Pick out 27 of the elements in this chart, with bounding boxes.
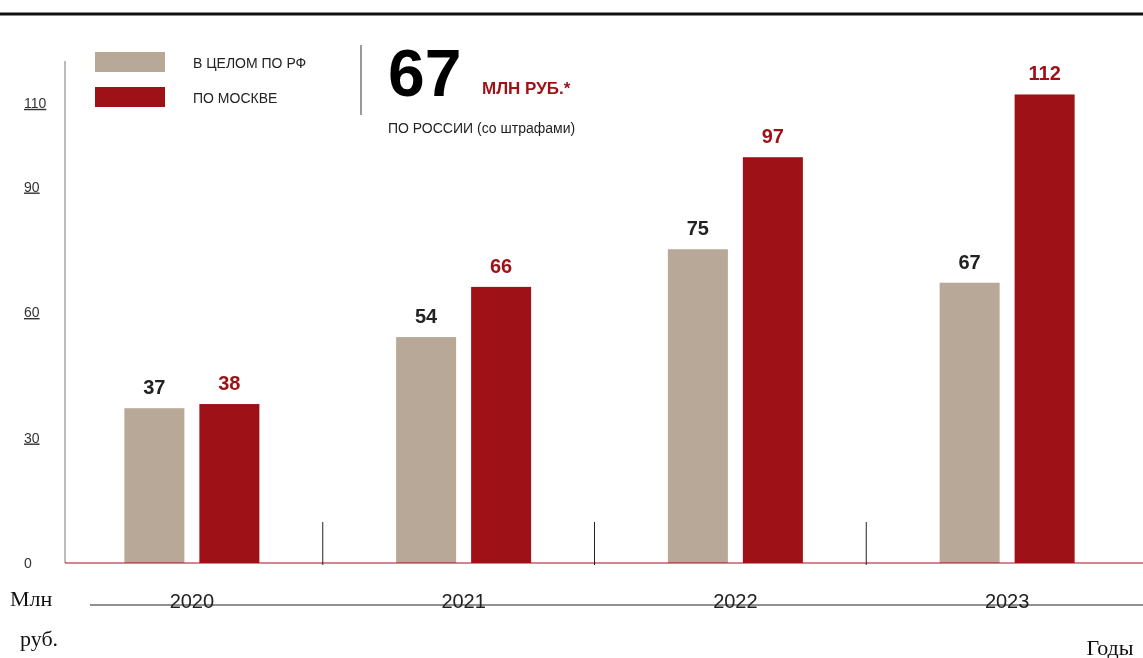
data-label: 112 (1028, 62, 1061, 85)
data-label: 38 (218, 372, 241, 395)
data-label: 66 (490, 254, 513, 277)
x-tick-label: 2022 (713, 590, 758, 612)
y-tick-label: 0 (24, 555, 32, 571)
data-label: 97 (761, 125, 784, 148)
annotation: МЛН РУБ.* (482, 79, 571, 98)
data-label: 75 (686, 217, 709, 240)
data-label: 67 (958, 250, 981, 273)
x-tick-label: 2023 (984, 590, 1030, 612)
annotation: 67 (388, 36, 462, 110)
bar (939, 282, 1000, 563)
y-tick-label: 30 (24, 429, 40, 446)
y-tick-label: 90 (24, 178, 40, 195)
y-tick-label: 110 (24, 94, 47, 111)
data-label: 54 (415, 305, 439, 328)
annotation: ПО РОССИИ (со штрафами) (388, 120, 576, 136)
legend-label: В ЦЕЛОМ ПО РФ (193, 55, 307, 71)
y-axis-title: Млн руб. (10, 586, 59, 651)
bar (667, 249, 728, 563)
x-tick-label: 2020 (169, 590, 215, 612)
data-label: 37 (143, 376, 166, 399)
x-tick-label: 2021 (441, 590, 486, 612)
bar (124, 408, 185, 563)
y-tick-label: 60 (24, 304, 40, 320)
bar (396, 337, 457, 563)
legend-label: ПО МОСКВЕ (193, 90, 278, 106)
